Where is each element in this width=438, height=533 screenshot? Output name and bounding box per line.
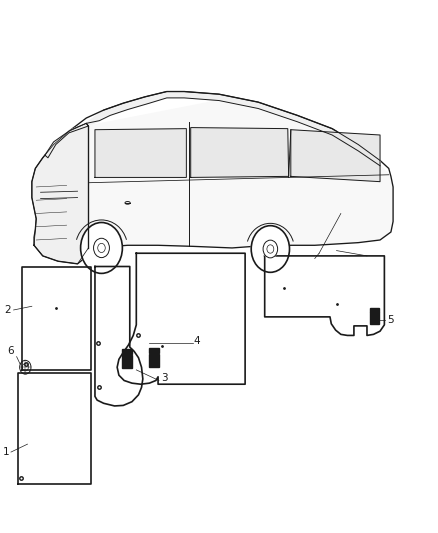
Polygon shape bbox=[95, 128, 186, 177]
Circle shape bbox=[81, 222, 122, 273]
Text: 3: 3 bbox=[161, 373, 168, 383]
Bar bbox=[371, 312, 379, 324]
Bar bbox=[122, 355, 132, 368]
Polygon shape bbox=[18, 373, 91, 484]
Text: 2: 2 bbox=[5, 305, 11, 315]
Polygon shape bbox=[45, 123, 88, 158]
Text: 6: 6 bbox=[7, 346, 14, 357]
Polygon shape bbox=[86, 92, 380, 166]
Polygon shape bbox=[22, 266, 91, 370]
Circle shape bbox=[251, 225, 290, 272]
Polygon shape bbox=[32, 92, 393, 264]
Polygon shape bbox=[88, 101, 393, 248]
Bar bbox=[149, 348, 159, 353]
Bar bbox=[371, 308, 379, 312]
Bar bbox=[149, 354, 159, 367]
Polygon shape bbox=[265, 256, 385, 335]
Circle shape bbox=[94, 238, 110, 257]
Text: 1: 1 bbox=[4, 447, 10, 457]
Text: 4: 4 bbox=[194, 336, 201, 346]
Polygon shape bbox=[32, 123, 88, 264]
Polygon shape bbox=[95, 266, 143, 406]
Circle shape bbox=[263, 240, 278, 258]
Polygon shape bbox=[117, 253, 245, 384]
Polygon shape bbox=[291, 130, 380, 182]
Text: 5: 5 bbox=[388, 314, 394, 325]
Polygon shape bbox=[191, 127, 289, 177]
Bar bbox=[122, 349, 132, 354]
